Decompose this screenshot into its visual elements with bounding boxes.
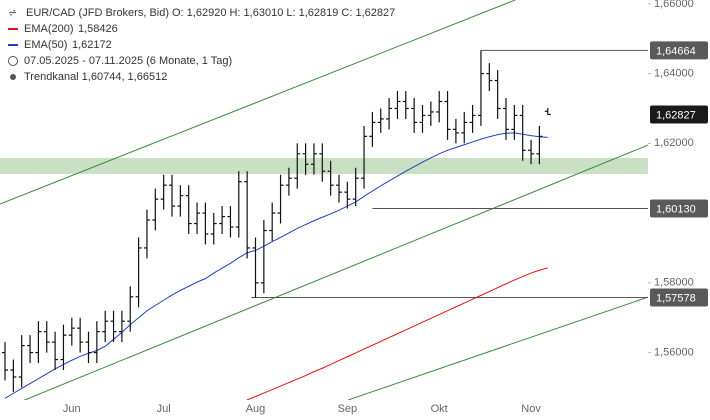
level-label: 1,57578 [656,292,696,304]
range-text: 07.05.2025 - 07.11.2025 (6 Monate, 1 Tag… [24,55,232,67]
x-tick-label: Jun [63,403,81,415]
chart-title: EUR/CAD (JFD Brokers, Bid) [26,7,169,19]
support-zone [0,157,648,175]
trend-channel-line [348,296,648,400]
legend-value: 1,62172 [72,39,112,51]
channel-icon [10,74,16,80]
x-tick-label: Aug [246,403,266,415]
level-box [650,41,708,60]
trend-channel-line [23,144,648,400]
ohlc-text: O: 1,62920 H: 1,63010 L: 1,62819 C: 1,62… [172,7,395,19]
x-tick-label: Nov [521,403,541,415]
level-box [650,288,708,307]
ema-line [245,267,548,400]
channel-text: Trendkanal 1,60744, 1,66512 [24,71,167,83]
chart-icon: ⩫ [8,7,17,19]
x-tick-label: Jul [157,403,171,415]
x-tick-label: Okt [431,403,448,415]
legend-value: 1,58426 [78,23,118,35]
trend-channel-line [0,0,516,205]
last-price-box [650,105,708,124]
x-tick-label: Sep [338,403,358,415]
y-tick-label: 1,64000 [654,67,694,79]
legend-name: EMA(50) [24,39,67,51]
legend-name: EMA(200) [24,23,74,35]
last-price-label: 1,62827 [656,109,696,121]
legend: ⩫ EUR/CAD (JFD Brokers, Bid) O: 1,62920 … [8,7,395,83]
price-axis: 1,66000 1,64000 1,62000 1,58000 1,56000 1,646… [648,0,708,358]
plot-area [0,0,648,400]
y-tick-label: 1,66000 [654,0,694,10]
y-tick-label: 1,62000 [654,137,694,149]
level-box [650,199,708,218]
level-label: 1,60130 [656,203,696,215]
ema-line [4,132,548,399]
y-tick-label: 1,58000 [654,277,694,289]
level-label: 1,64664 [656,45,696,57]
clock-icon [8,56,18,66]
y-tick-label: 1,56000 [654,346,694,358]
